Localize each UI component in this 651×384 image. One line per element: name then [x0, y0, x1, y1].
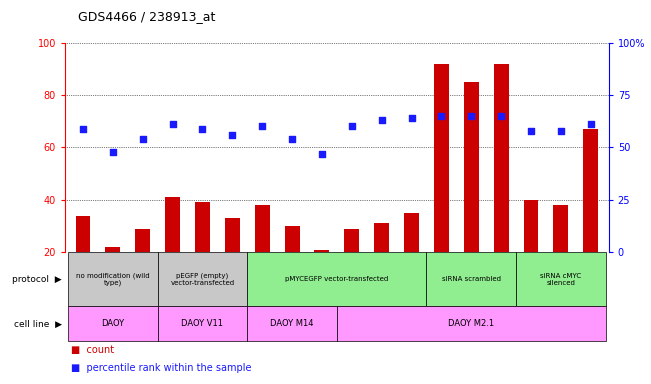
- Point: [346, 123, 357, 129]
- Point: [137, 136, 148, 142]
- Bar: [404, 213, 419, 252]
- Bar: [553, 205, 568, 252]
- Bar: [158, 252, 247, 306]
- Bar: [195, 202, 210, 252]
- Text: siRNA scrambled: siRNA scrambled: [442, 276, 501, 282]
- Text: DAOY M2.1: DAOY M2.1: [449, 319, 494, 328]
- Point: [376, 117, 387, 123]
- Text: cell line  ▶: cell line ▶: [14, 319, 62, 328]
- Bar: [426, 252, 516, 306]
- Text: DAOY M14: DAOY M14: [270, 319, 314, 328]
- Point: [406, 115, 417, 121]
- Bar: [105, 247, 120, 252]
- Bar: [165, 197, 180, 252]
- Text: ■  percentile rank within the sample: ■ percentile rank within the sample: [70, 362, 251, 372]
- Bar: [135, 229, 150, 252]
- Bar: [225, 218, 240, 252]
- Bar: [247, 306, 337, 341]
- Text: GDS4466 / 238913_at: GDS4466 / 238913_at: [78, 10, 215, 23]
- Bar: [68, 306, 158, 341]
- Point: [317, 151, 327, 157]
- Bar: [464, 82, 478, 252]
- Point: [287, 136, 298, 142]
- Text: siRNA cMYC
silenced: siRNA cMYC silenced: [540, 273, 581, 286]
- Bar: [523, 200, 538, 252]
- Point: [107, 149, 118, 155]
- Point: [227, 132, 238, 138]
- Bar: [344, 229, 359, 252]
- Bar: [68, 252, 158, 306]
- Text: pMYCEGFP vector-transfected: pMYCEGFP vector-transfected: [285, 276, 389, 282]
- Bar: [247, 252, 426, 306]
- Text: no modification (wild
type): no modification (wild type): [76, 272, 150, 286]
- Point: [167, 121, 178, 127]
- Point: [436, 113, 447, 119]
- Point: [257, 123, 268, 129]
- Point: [526, 127, 536, 134]
- Text: DAOY: DAOY: [102, 319, 124, 328]
- Bar: [314, 250, 329, 252]
- Bar: [493, 64, 508, 252]
- Bar: [76, 215, 90, 252]
- Point: [197, 126, 208, 132]
- Bar: [158, 306, 247, 341]
- Text: protocol  ▶: protocol ▶: [12, 275, 62, 284]
- Point: [556, 127, 566, 134]
- Bar: [255, 205, 270, 252]
- Text: DAOY V11: DAOY V11: [182, 319, 223, 328]
- Point: [466, 113, 477, 119]
- Bar: [583, 129, 598, 252]
- Bar: [337, 306, 605, 341]
- Text: ■  count: ■ count: [70, 345, 114, 355]
- Bar: [434, 64, 449, 252]
- Point: [496, 113, 506, 119]
- Bar: [284, 226, 299, 252]
- Text: pEGFP (empty)
vector-transfected: pEGFP (empty) vector-transfected: [171, 273, 234, 286]
- Bar: [516, 252, 605, 306]
- Bar: [374, 223, 389, 252]
- Point: [585, 121, 596, 127]
- Point: [78, 126, 89, 132]
